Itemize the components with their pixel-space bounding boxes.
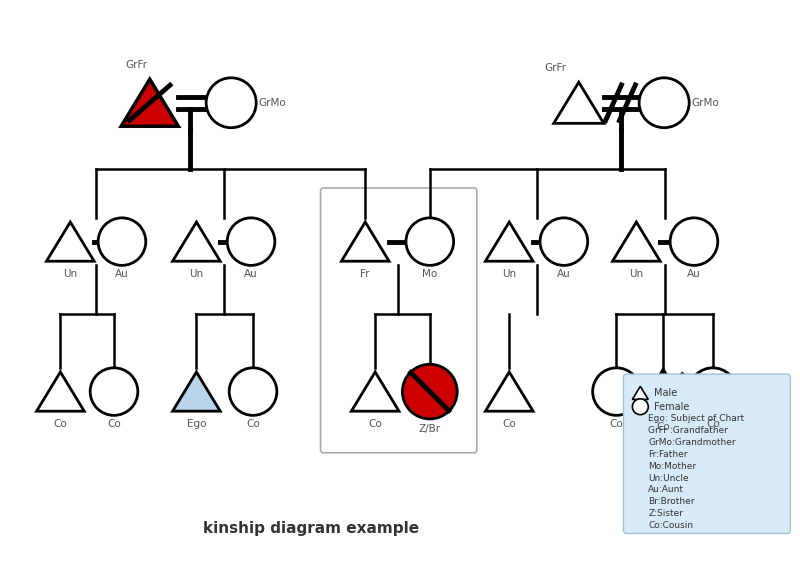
Circle shape: [632, 399, 648, 415]
Text: Un: Un: [190, 269, 203, 279]
Polygon shape: [342, 222, 389, 261]
Text: Ego: Ego: [186, 419, 206, 429]
Text: Un: Un: [630, 269, 643, 279]
Circle shape: [229, 368, 277, 415]
Polygon shape: [637, 370, 690, 413]
Polygon shape: [486, 372, 533, 411]
Text: GrMo: GrMo: [258, 98, 286, 108]
Polygon shape: [173, 372, 220, 411]
Text: Co: Co: [54, 419, 67, 429]
Text: Female: Female: [654, 402, 690, 412]
Circle shape: [206, 78, 256, 128]
Polygon shape: [173, 222, 220, 261]
Text: Co: Co: [610, 419, 623, 429]
Polygon shape: [632, 387, 648, 399]
Text: Co: Co: [107, 419, 121, 429]
Text: Co: Co: [656, 422, 670, 431]
Text: Un:Uncle: Un:Uncle: [648, 473, 689, 482]
Text: Au: Au: [557, 269, 570, 279]
Circle shape: [406, 218, 454, 265]
Text: Au: Au: [115, 269, 129, 279]
Polygon shape: [121, 79, 178, 126]
Circle shape: [689, 368, 737, 415]
Circle shape: [402, 364, 458, 419]
Text: Fr: Fr: [361, 269, 370, 279]
Circle shape: [670, 218, 718, 265]
Polygon shape: [351, 372, 399, 411]
Text: GrFr :Grandfather: GrFr :Grandfather: [648, 426, 728, 435]
Text: kinship diagram example: kinship diagram example: [202, 521, 418, 536]
Circle shape: [98, 218, 146, 265]
Text: Br:Brother: Br:Brother: [648, 497, 694, 506]
Text: Co: Co: [368, 419, 382, 429]
Polygon shape: [554, 82, 604, 123]
Text: Ego: Subject of Chart: Ego: Subject of Chart: [648, 414, 744, 423]
Polygon shape: [37, 372, 84, 411]
Text: Au:Aunt: Au:Aunt: [648, 485, 684, 494]
Polygon shape: [46, 222, 94, 261]
Circle shape: [227, 218, 275, 265]
Circle shape: [90, 368, 138, 415]
Circle shape: [639, 78, 689, 128]
Text: Co:Cousin: Co:Cousin: [648, 521, 694, 530]
Polygon shape: [613, 222, 660, 261]
Text: Au: Au: [687, 269, 701, 279]
Circle shape: [593, 368, 640, 415]
Text: GrMo:Grandmother: GrMo:Grandmother: [648, 438, 736, 447]
Text: Mo:Mother: Mo:Mother: [648, 462, 696, 471]
Text: Fr:Father: Fr:Father: [648, 450, 688, 459]
Text: GrFr: GrFr: [126, 60, 148, 70]
Text: Co: Co: [502, 419, 516, 429]
Text: Un: Un: [502, 269, 516, 279]
Text: Au: Au: [244, 269, 258, 279]
Text: Mo: Mo: [422, 269, 438, 279]
Text: Z:Sister: Z:Sister: [648, 509, 683, 518]
Text: GrMo: GrMo: [691, 98, 719, 108]
Text: Z/Br: Z/Br: [418, 424, 441, 434]
Text: Un: Un: [63, 269, 78, 279]
Text: Co: Co: [706, 419, 720, 429]
FancyBboxPatch shape: [623, 374, 790, 534]
Text: Co: Co: [246, 419, 260, 429]
Polygon shape: [486, 222, 533, 261]
Text: GrFr: GrFr: [545, 63, 567, 73]
Text: Male: Male: [654, 388, 678, 398]
Circle shape: [540, 218, 588, 265]
